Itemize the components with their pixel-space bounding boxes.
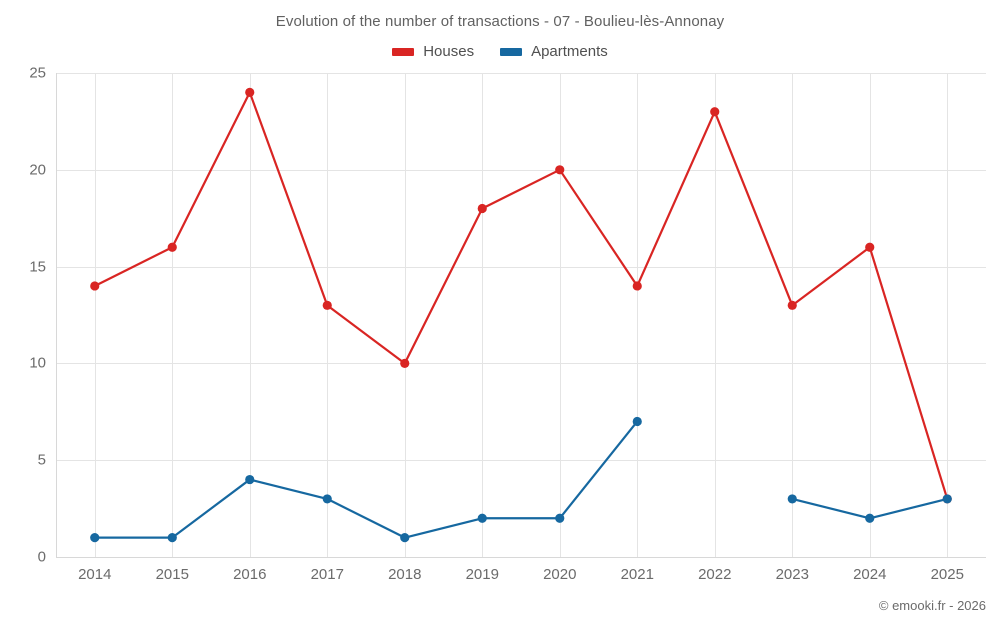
legend-swatch-houses <box>392 47 415 56</box>
x-tick-label: 2023 <box>775 566 809 583</box>
chart-credit: © emooki.fr - 2026 <box>878 598 986 613</box>
x-tick-label: 2022 <box>698 566 732 583</box>
x-tick-label: 2017 <box>310 566 344 583</box>
y-tick-label: 5 <box>37 451 46 469</box>
data-point[interactable] <box>167 242 177 252</box>
data-point[interactable] <box>632 281 642 291</box>
x-tick-label: 2018 <box>388 566 422 583</box>
x-tick-label: 2019 <box>465 566 499 583</box>
data-point[interactable] <box>400 533 410 543</box>
data-point[interactable] <box>632 416 642 427</box>
x-tick-label: 2016 <box>233 566 267 583</box>
series-houses <box>90 87 952 504</box>
data-point[interactable] <box>942 494 952 504</box>
x-tick-label: 2014 <box>78 566 112 583</box>
data-point[interactable] <box>245 87 255 97</box>
data-point[interactable] <box>90 281 100 291</box>
legend-item-apartments[interactable]: Apartments <box>500 44 608 59</box>
chart-series-layer <box>90 87 952 543</box>
y-tick-label: 20 <box>29 161 46 179</box>
data-point[interactable] <box>167 533 177 543</box>
x-tick-label: 2024 <box>853 566 887 583</box>
data-point[interactable] <box>787 494 797 504</box>
series-line <box>93 420 949 539</box>
chart-title: Evolution of the number of transactions … <box>275 13 725 30</box>
data-point[interactable] <box>245 474 255 485</box>
data-point[interactable] <box>865 513 875 523</box>
data-point[interactable] <box>555 513 565 523</box>
series-apartments <box>90 416 952 543</box>
y-tick-label: 25 <box>29 64 46 82</box>
y-tick-label: 15 <box>29 258 46 276</box>
legend-label-houses: Houses <box>423 43 475 60</box>
legend-swatch-apartments <box>500 47 523 56</box>
x-tick-label: 2021 <box>620 566 654 583</box>
y-axis-tick-labels: 0 5 10 15 20 25 <box>0 65 46 566</box>
chart-legend: Houses Apartments <box>0 44 1000 59</box>
data-point[interactable] <box>400 358 410 368</box>
x-tick-label: 2025 <box>930 566 964 583</box>
data-point[interactable] <box>710 107 720 117</box>
x-axis-tick-labels: 2014 2015 2016 2017 2018 2019 2020 2021 2022 2023… <box>56 566 986 588</box>
data-point[interactable] <box>477 203 487 214</box>
legend-label-apartments: Apartments <box>531 43 608 60</box>
data-point[interactable] <box>477 513 487 523</box>
y-tick-label: 10 <box>29 354 46 372</box>
data-point[interactable] <box>787 300 797 310</box>
data-point[interactable] <box>555 165 565 175</box>
data-point[interactable] <box>865 242 875 252</box>
x-tick-label: 2015 <box>155 566 189 583</box>
y-tick-label: 0 <box>37 548 46 566</box>
x-tick-label: 2020 <box>543 566 577 583</box>
data-point[interactable] <box>322 494 332 504</box>
legend-item-houses[interactable]: Houses <box>392 44 474 59</box>
series-line <box>93 91 949 501</box>
chart-gridlines <box>56 73 986 558</box>
data-point[interactable] <box>322 300 332 310</box>
plot-area <box>56 73 986 558</box>
data-point[interactable] <box>90 533 100 543</box>
